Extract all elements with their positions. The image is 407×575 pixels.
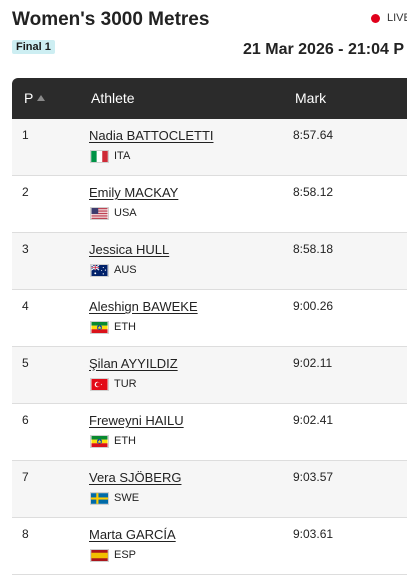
country-code: SWE (114, 492, 140, 504)
athlete-name-link[interactable]: Marta GARCÍA (89, 527, 176, 542)
mark-column-header: Mark (295, 90, 327, 106)
live-label: LIVE (387, 12, 407, 24)
result-mark: 8:58.12 (293, 185, 334, 199)
athlete-name-link[interactable]: Vera SJÖBERG (89, 470, 182, 485)
result-mark: 9:00.26 (293, 299, 334, 313)
athlete-name-link[interactable]: Şilan AYYILDIZ (89, 356, 178, 371)
table-row: 6 Freweyni HAILU ETH 9:02.41 (12, 404, 407, 461)
ethiopia-flag-icon (90, 435, 109, 448)
result-mark: 8:58.18 (293, 242, 334, 256)
result-mark: 9:02.41 (293, 413, 334, 427)
position: 6 (22, 413, 29, 427)
ethiopia-flag-icon (90, 321, 109, 334)
result-mark: 8:57.64 (293, 128, 334, 142)
live-indicator[interactable]: LIVE (371, 12, 407, 24)
position: 8 (22, 527, 29, 541)
country-code: AUS (114, 264, 137, 276)
spain-flag-icon (90, 549, 109, 562)
round-badge: Final 1 (12, 40, 55, 54)
live-dot-icon (371, 13, 380, 23)
result-mark: 9:03.57 (293, 470, 334, 484)
position-header-label: P (24, 90, 34, 106)
country-code: ETH (114, 435, 136, 447)
country-code: ESP (114, 549, 137, 561)
table-row: 3 Jessica HULL AUS 8:58.18 (12, 233, 407, 290)
country-code: TUR (114, 378, 137, 390)
turkey-flag-icon (90, 378, 109, 391)
athlete-name-link[interactable]: Freweyni HAILU (89, 413, 184, 428)
position: 7 (22, 470, 29, 484)
position-column-header[interactable]: P (24, 90, 46, 106)
table-row: 8 Marta GARCÍA ESP 9:03.61 (12, 518, 407, 575)
table-row: 1 Nadia BATTOCLETTI ITA 8:57.64 (12, 119, 407, 176)
result-mark: 9:02.11 (293, 356, 333, 370)
table-row: 7 Vera SJÖBERG SWE 9:03.57 (12, 461, 407, 518)
athlete-name-link[interactable]: Jessica HULL (89, 242, 170, 257)
italy-flag-icon (90, 150, 109, 163)
australia-flag-icon (90, 264, 109, 277)
athlete-name-link[interactable]: Nadia BATTOCLETTI (89, 128, 214, 143)
country-code: USA (114, 207, 137, 219)
table-row: 2 Emily MACKAY USA 8:58.12 (12, 176, 407, 233)
athlete-name-link[interactable]: Aleshign BAWEKE (89, 299, 198, 314)
usa-flag-icon (90, 207, 109, 220)
country-code: ETH (114, 321, 136, 333)
table-row: 4 Aleshign BAWEKE ETH 9:00.26 (12, 290, 407, 347)
position: 1 (22, 128, 29, 142)
position: 5 (22, 356, 29, 370)
sweden-flag-icon (90, 492, 109, 505)
position: 4 (22, 299, 29, 313)
table-row: 5 Şilan AYYILDIZ TUR 9:02.11 (12, 347, 407, 404)
athlete-column-header: Athlete (91, 90, 135, 106)
results-table-header: P Athlete Mark (12, 78, 407, 119)
results-table-body: 1 Nadia BATTOCLETTI ITA 8:57.64 2 Emily MACKA… (12, 119, 407, 575)
result-mark: 9:03.61 (293, 527, 334, 541)
position: 3 (22, 242, 29, 256)
event-title: Women's 3000 Metres (12, 9, 210, 30)
country-code: ITA (114, 150, 131, 162)
event-datetime: 21 Mar 2026 - 21:04 P (243, 41, 404, 58)
sort-ascending-icon (37, 95, 46, 101)
athlete-name-link[interactable]: Emily MACKAY (89, 185, 179, 200)
position: 2 (22, 185, 29, 199)
